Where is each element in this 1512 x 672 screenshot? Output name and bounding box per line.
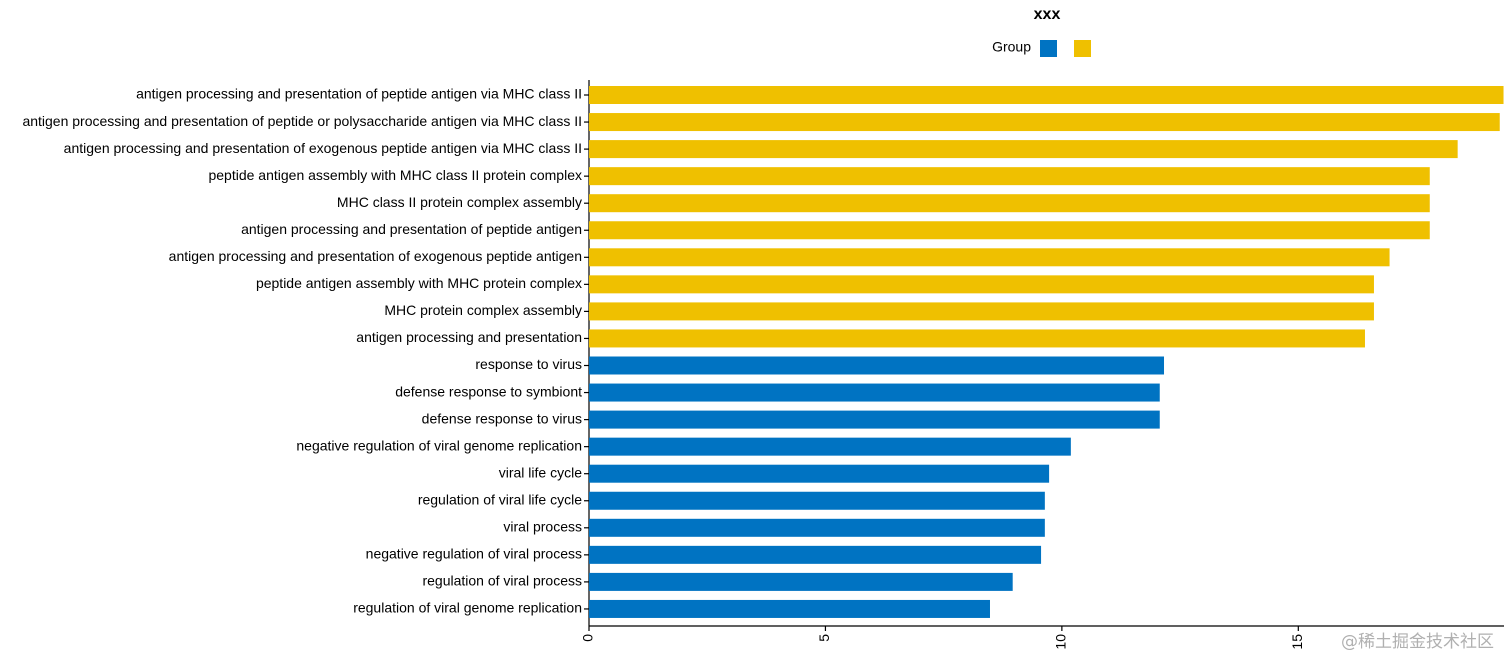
bar	[589, 545, 1042, 564]
y-tick-label: regulation of viral process	[422, 573, 582, 589]
y-tick-label: negative regulation of viral process	[366, 546, 582, 562]
y-tick-label: antigen processing and presentation of p…	[136, 86, 582, 102]
y-tick-label: regulation of viral life cycle	[418, 491, 582, 507]
bar	[589, 275, 1374, 294]
bar	[589, 86, 1504, 104]
y-tick-label: antigen processing and presentation	[356, 329, 582, 345]
y-tick-label: defense response to symbiont	[395, 383, 582, 399]
bar	[589, 356, 1165, 375]
bar	[589, 248, 1390, 267]
x-tick-label: 0	[580, 634, 596, 642]
y-tick-label: response to virus	[475, 356, 582, 372]
bar	[589, 383, 1160, 402]
bar	[589, 329, 1365, 348]
bar	[589, 464, 1050, 483]
legend-swatch	[1040, 40, 1057, 57]
watermark: @稀土掘金技术社区	[1341, 632, 1494, 652]
legend-title: Group	[992, 39, 1031, 55]
y-tick-label: defense response to virus	[422, 410, 582, 426]
chart-title: xxx	[1034, 6, 1061, 23]
y-tick-label: regulation of viral genome replication	[353, 600, 582, 616]
y-tick-label: peptide antigen assembly with MHC protei…	[256, 275, 582, 291]
bar	[589, 302, 1374, 321]
legend-swatch	[1074, 40, 1091, 57]
bar	[589, 437, 1071, 456]
y-tick-label: viral life cycle	[499, 464, 582, 480]
y-tick-label: MHC protein complex assembly	[384, 302, 582, 318]
bar	[589, 491, 1045, 510]
bar	[589, 518, 1045, 537]
bar	[589, 113, 1500, 132]
y-tick-label: viral process	[503, 519, 582, 535]
x-tick-label: 15	[1289, 634, 1305, 650]
bar	[589, 410, 1160, 429]
y-tick-label: antigen processing and presentation of p…	[22, 113, 582, 129]
bar	[589, 167, 1430, 186]
bar	[589, 194, 1430, 213]
bar	[589, 221, 1430, 240]
y-tick-label: antigen processing and presentation of e…	[169, 248, 582, 264]
bar	[589, 572, 1013, 591]
y-tick-label: antigen processing and presentation of p…	[241, 221, 582, 237]
y-tick-label: peptide antigen assembly with MHC class …	[208, 167, 582, 183]
bar	[589, 140, 1458, 159]
y-tick-label: antigen processing and presentation of e…	[64, 140, 582, 156]
bar	[589, 599, 990, 618]
x-tick-label: 5	[816, 634, 832, 642]
x-tick-label: 10	[1053, 634, 1069, 650]
y-tick-label: MHC class II protein complex assembly	[337, 194, 582, 210]
y-tick-label: negative regulation of viral genome repl…	[296, 437, 582, 453]
